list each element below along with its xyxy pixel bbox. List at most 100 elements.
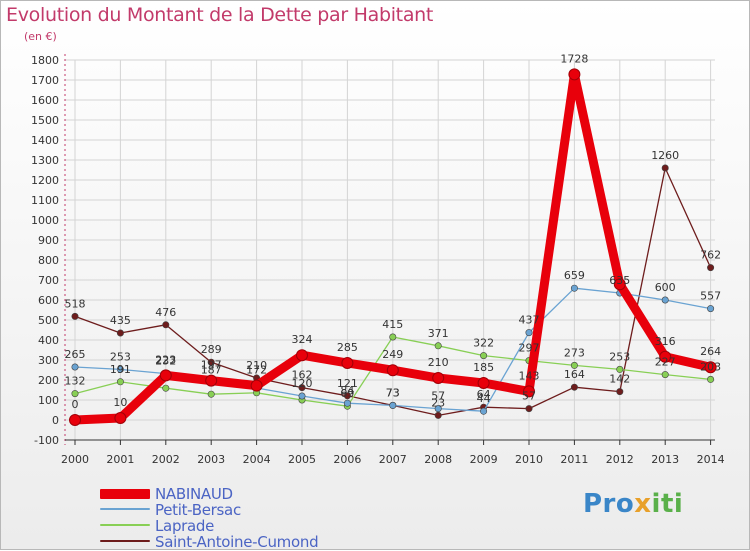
- data-label-petit-bersac: 659: [564, 269, 585, 282]
- data-point-nabinaud: [704, 361, 717, 374]
- data-label-nabinaud: 172: [246, 364, 267, 377]
- data-point-laprade: [661, 371, 669, 379]
- data-label-saint-antoine-cumond: 164: [564, 368, 585, 381]
- data-label-saint-antoine-cumond: 121: [337, 377, 358, 390]
- data-label-nabinaud: 1728: [560, 52, 588, 65]
- data-label-petit-bersac: 232: [155, 355, 176, 368]
- data-label-nabinaud: 324: [292, 333, 313, 346]
- data-point-saint-antoine-cumond: [162, 321, 170, 329]
- data-label-nabinaud: 249: [382, 348, 403, 361]
- data-label-saint-antoine-cumond: 64: [477, 388, 491, 401]
- x-tick-label: 2009: [470, 453, 498, 466]
- legend-label-nabinaud: NABINAUD: [155, 485, 233, 503]
- data-label-nabinaud: 223: [155, 353, 176, 366]
- data-point-saint-antoine-cumond: [343, 392, 351, 400]
- data-point-nabinaud: [159, 369, 172, 382]
- data-point-nabinaud: [114, 412, 127, 424]
- data-point-saint-antoine-cumond: [570, 383, 578, 391]
- x-tick-label: 2003: [197, 453, 225, 466]
- y-tick-label: 1500: [31, 114, 59, 127]
- data-point-nabinaud: [523, 385, 535, 398]
- data-label-laprade: 203: [700, 360, 721, 373]
- data-label-nabinaud: 285: [337, 341, 358, 354]
- data-point-laprade: [707, 375, 715, 383]
- data-label-nabinaud: 210: [428, 356, 449, 369]
- legend-label-saint-antoine-cumond: Saint-Antoine-Cumond: [155, 533, 319, 551]
- data-point-laprade: [162, 384, 170, 392]
- data-point-petit-bersac: [71, 363, 79, 371]
- data-point-nabinaud: [386, 364, 399, 377]
- y-tick-label: 1100: [31, 194, 59, 207]
- y-tick-label: 1300: [31, 154, 59, 167]
- data-label-petit-bersac: 73: [386, 386, 400, 399]
- data-label-saint-antoine-cumond: 23: [431, 396, 445, 409]
- legend-swatch-saint-antoine-cumond: [100, 540, 150, 542]
- data-point-nabinaud: [659, 350, 672, 363]
- data-point-nabinaud: [69, 414, 81, 426]
- data-label-laprade: 253: [609, 350, 630, 363]
- y-tick-label: 1600: [31, 94, 59, 107]
- x-tick-label: 2006: [333, 453, 361, 466]
- data-label-petit-bersac: 635: [609, 274, 630, 287]
- y-tick-label: 900: [38, 234, 59, 247]
- x-tick-label: 2004: [243, 453, 271, 466]
- y-tick-label: 500: [38, 314, 59, 327]
- y-tick-label: 100: [38, 394, 59, 407]
- legend-swatch-nabinaud: [100, 489, 150, 499]
- data-label-saint-antoine-cumond: 1260: [651, 149, 679, 162]
- data-label-saint-antoine-cumond: 289: [201, 343, 222, 356]
- data-point-laprade: [434, 342, 442, 350]
- y-tick-label: 1700: [31, 74, 59, 87]
- data-label-laprade: 191: [110, 363, 131, 376]
- data-point-nabinaud: [296, 349, 308, 362]
- data-label-saint-antoine-cumond: 435: [110, 314, 131, 327]
- data-label-petit-bersac: 187: [201, 364, 222, 377]
- data-label-petit-bersac: 120: [292, 377, 313, 390]
- data-label-laprade: 227: [655, 356, 676, 369]
- data-label-laprade: 69: [340, 387, 354, 400]
- data-label-nabinaud: 0: [72, 398, 79, 411]
- data-label-nabinaud: 143: [519, 369, 540, 382]
- data-label-laprade: 415: [382, 318, 403, 331]
- y-tick-label: 1200: [31, 174, 59, 187]
- data-point-laprade: [616, 365, 624, 373]
- x-tick-label: 2014: [697, 453, 725, 466]
- data-point-petit-bersac: [343, 399, 351, 407]
- data-label-laprade: 132: [65, 375, 86, 388]
- y-tick-label: 0: [52, 414, 59, 427]
- data-point-saint-antoine-cumond: [207, 358, 215, 366]
- data-point-saint-antoine-cumond: [71, 312, 79, 320]
- data-point-laprade: [480, 352, 488, 360]
- chart-subtitle: (en €): [24, 30, 57, 43]
- y-tick-label: 600: [38, 294, 59, 307]
- data-label-laprade: 322: [473, 337, 494, 350]
- y-tick-label: 200: [38, 374, 59, 387]
- data-point-petit-bersac: [298, 392, 306, 400]
- x-tick-label: 2012: [606, 453, 634, 466]
- data-point-saint-antoine-cumond: [661, 164, 669, 172]
- data-point-petit-bersac: [570, 284, 578, 292]
- data-point-saint-antoine-cumond: [298, 384, 306, 392]
- x-tick-label: 2005: [288, 453, 316, 466]
- chart-title: Evolution du Montant de la Dette par Hab…: [6, 4, 434, 26]
- data-label-laprade: 371: [428, 327, 449, 340]
- data-label-saint-antoine-cumond: 73: [386, 386, 400, 399]
- legend-swatch-laprade: [100, 524, 150, 526]
- x-tick-label: 2000: [61, 453, 89, 466]
- data-label-saint-antoine-cumond: 518: [65, 297, 86, 310]
- data-point-nabinaud: [477, 377, 490, 389]
- data-label-layer: 518 435 476 289 210 162 121 73 23 64 57 164 142 1260 7…: [65, 52, 722, 411]
- y-tick-label: 300: [38, 354, 59, 367]
- data-point-laprade: [207, 390, 215, 398]
- data-point-nabinaud: [341, 357, 354, 369]
- data-point-petit-bersac: [525, 329, 533, 337]
- x-tick-label: 2011: [560, 453, 588, 466]
- y-tick-label: -100: [34, 434, 59, 447]
- data-label-petit-bersac: 265: [65, 348, 86, 361]
- data-label-nabinaud: 185: [473, 361, 494, 374]
- data-point-nabinaud: [205, 374, 218, 387]
- x-tick-label: 2010: [515, 453, 543, 466]
- data-label-saint-antoine-cumond: 57: [522, 390, 536, 403]
- y-tick-label: 700: [38, 274, 59, 287]
